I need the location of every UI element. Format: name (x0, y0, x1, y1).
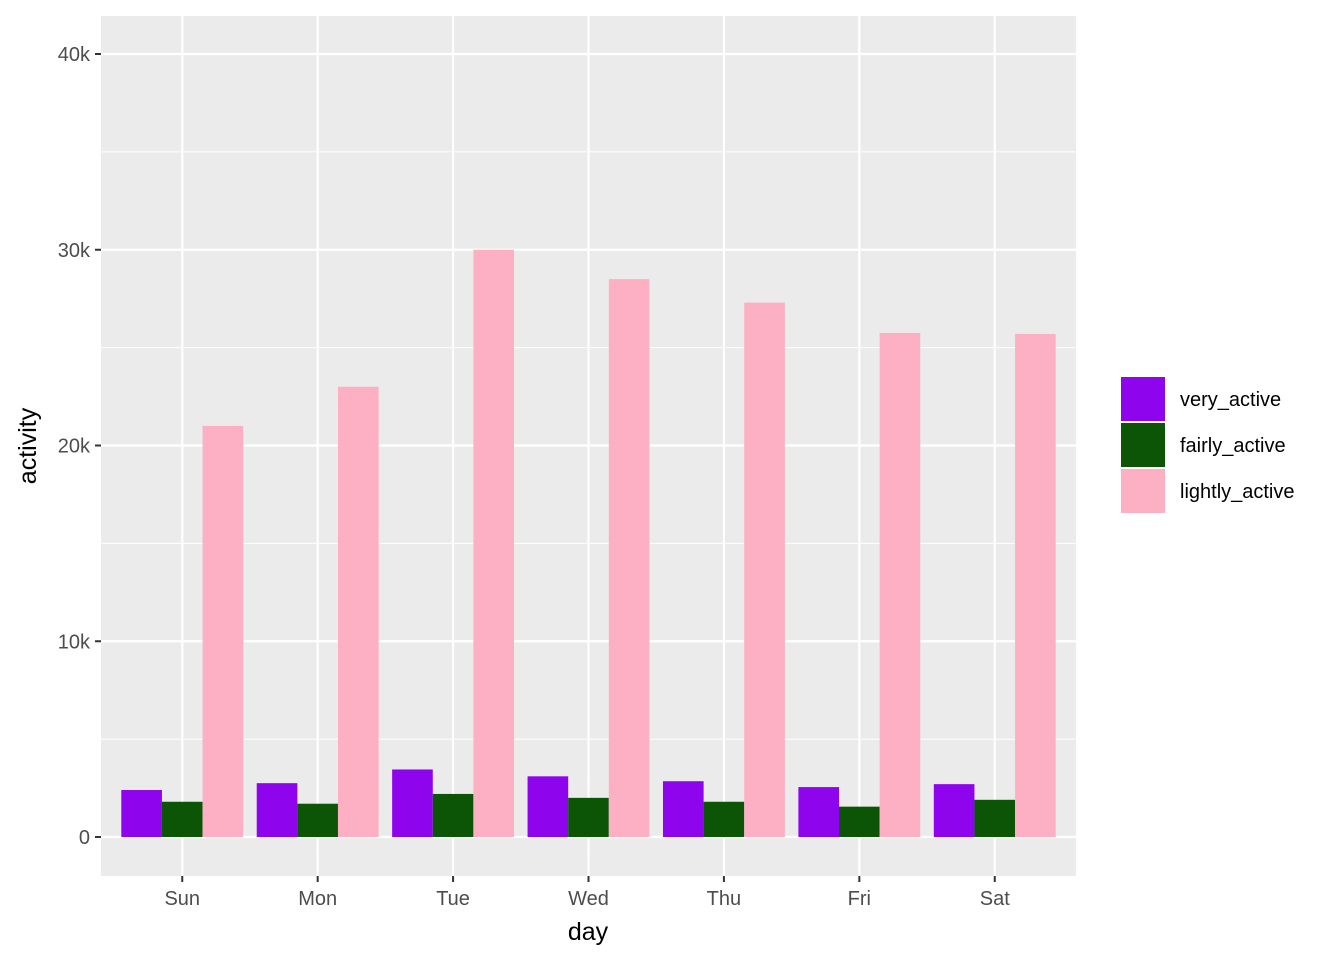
bar-very_active-Mon (256, 783, 298, 837)
plot-panel (101, 16, 1076, 876)
bar-fairly_active-Fri (839, 806, 880, 837)
legend: very_active fairly_active lightly_active (1121, 377, 1295, 513)
bar-lightly_active-Thu (744, 302, 785, 837)
y-tick-label: 0 (79, 827, 90, 849)
legend-label-fairly_active: fairly_active (1180, 435, 1286, 457)
axes: 0 10k 20k 30k 40k Sun Mon Tue Wed Thu Fri Sat (58, 44, 1010, 910)
bar-very_active-Fri (798, 787, 840, 837)
legend-key-very_active (1121, 377, 1165, 421)
bar-very_active-Sun (121, 790, 162, 837)
bar-fairly_active-Wed (568, 797, 609, 837)
bar-lightly_active-Sun (202, 425, 244, 837)
bar-lightly_active-Mon (337, 386, 379, 837)
bars (121, 249, 1056, 837)
bar-very_active-Tue (392, 769, 433, 837)
legend-key-fairly_active (1121, 423, 1165, 467)
y-tick-label: 10k (58, 631, 91, 653)
bar-fairly_active-Tue (432, 793, 474, 837)
bar-fairly_active-Mon (297, 803, 338, 837)
bar-very_active-Sat (933, 784, 975, 837)
x-tick-label: Wed (568, 888, 609, 910)
y-tick-label: 20k (58, 436, 91, 458)
y-tick-label: 30k (58, 240, 91, 262)
bar-fairly_active-Thu (703, 801, 745, 837)
x-tick-label: Thu (707, 888, 741, 910)
x-tick-label: Sat (980, 888, 1010, 910)
x-tick-label: Fri (848, 888, 871, 910)
x-tick-label: Sun (164, 888, 200, 910)
legend-label-lightly_active: lightly_active (1180, 481, 1295, 503)
legend-key-lightly_active (1121, 469, 1165, 513)
bar-lightly_active-Sat (1015, 333, 1056, 837)
bar-fairly_active-Sun (161, 801, 203, 837)
y-tick-label: 40k (58, 44, 91, 66)
y-axis-title: activity (14, 407, 42, 484)
bar-lightly_active-Wed (608, 279, 650, 837)
bar-fairly_active-Sat (974, 799, 1016, 837)
legend-label-very_active: very_active (1180, 389, 1281, 411)
bar-very_active-Wed (527, 776, 569, 837)
x-tick-label: Mon (298, 888, 337, 910)
bar-lightly_active-Fri (879, 332, 921, 837)
x-tick-label: Tue (436, 888, 470, 910)
x-axis-title: day (568, 918, 609, 946)
bar-lightly_active-Tue (473, 249, 515, 837)
bar-very_active-Thu (662, 781, 704, 837)
